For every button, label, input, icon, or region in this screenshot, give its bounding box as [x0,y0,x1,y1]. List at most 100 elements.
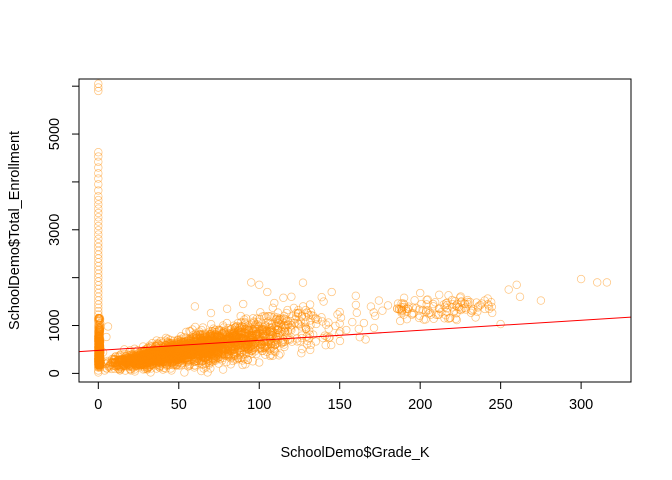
scatter-point [287,292,296,301]
x-tick-label: 0 [94,397,102,413]
x-axis: 0 50 100 150 200 250 300 [94,381,593,413]
scatter-point [294,319,303,329]
scatter-point [94,368,103,377]
scatter-point [94,320,103,329]
scatter-point [270,298,279,308]
x-tick-label: 200 [408,397,432,413]
scatter-point [198,323,208,332]
scatter-point [94,152,103,161]
scatter-point [255,280,264,289]
scatter-point [287,321,296,330]
scatter-point [383,301,393,310]
scatter-point [348,317,357,327]
scatter-point [351,300,361,310]
scatter-point [195,337,205,346]
y-tick-label: 3000 [47,214,63,246]
scatter-point [258,346,267,355]
scatter-point [429,314,438,323]
scatter-point [324,333,333,343]
scatter-point [293,309,303,318]
scatter-point [151,341,160,350]
scatter-point [441,299,451,308]
scatter-point [189,350,198,359]
scatter-point [321,341,330,350]
scatter-point [333,310,342,319]
scatter-point [232,321,242,331]
scatter-point [369,323,379,333]
scatter-point [366,302,376,311]
x-tick-label: 100 [247,397,271,413]
scatter-point [218,345,227,354]
scatter-point [270,312,279,321]
scatter-point [401,304,410,314]
scatter-point [396,316,405,326]
scatter-point [199,337,208,346]
scatter-point [239,299,248,309]
scatter-point [187,342,196,351]
scatter-point [190,357,199,366]
scatter-point [94,204,103,213]
scatter-point [294,305,303,315]
scatter-point [222,304,232,313]
scatter-point [355,333,364,342]
scatter-point [297,345,307,354]
scatter-point [122,358,132,367]
scatter-point [153,353,162,362]
scatter-point [246,342,255,351]
scatter-point [94,79,103,88]
scatter-point [253,329,262,339]
scatter-point [218,321,228,330]
scatter-point [180,368,189,377]
scatter-point [166,349,176,358]
scatter-point [260,344,269,353]
scatter-point [458,304,467,313]
scatter-point [417,299,426,309]
scatter-point [327,287,336,297]
scatter-point [205,360,214,369]
scatter-point [361,335,370,344]
scatter-point [103,322,113,331]
scatter-point [431,298,440,307]
scatter-point [149,348,159,357]
scatter-point [94,180,103,189]
scatter-point [266,324,275,333]
scatter-point [240,354,249,364]
scatter-point [359,318,369,328]
scatter-point [116,350,125,359]
scatter-point [342,325,351,335]
scatter-point [268,351,278,360]
scatter-point [472,298,481,307]
scatter-point [138,342,148,351]
scatter-point [94,313,103,323]
scatter-point [94,329,103,338]
scatter-point [193,342,203,352]
scatter-point [238,360,247,370]
scatter-point [221,330,231,339]
scatter-point [335,336,345,346]
scatter-point [397,307,406,316]
scatter-point [202,359,211,368]
scatter-point [94,317,103,326]
scatter-point [143,356,152,365]
x-tick-label: 250 [489,397,513,413]
scatter-point [206,308,216,318]
scatter-point [124,360,133,369]
scatter-point [283,320,293,329]
scatter-point [278,327,287,337]
scatter-point [291,327,300,336]
scatter-point [94,148,103,157]
scatter-point [435,290,444,299]
scatter-point [239,335,249,344]
x-tick-label: 300 [569,397,593,413]
scatter-point [217,349,227,359]
scatter-point [218,365,228,374]
scatter-point [94,195,103,205]
scatter-point [138,350,147,359]
scatter-point [94,296,103,305]
scatter-point [247,346,257,356]
scatter-point [286,324,296,333]
scatter-point [94,213,103,222]
scatter-point [255,358,264,367]
